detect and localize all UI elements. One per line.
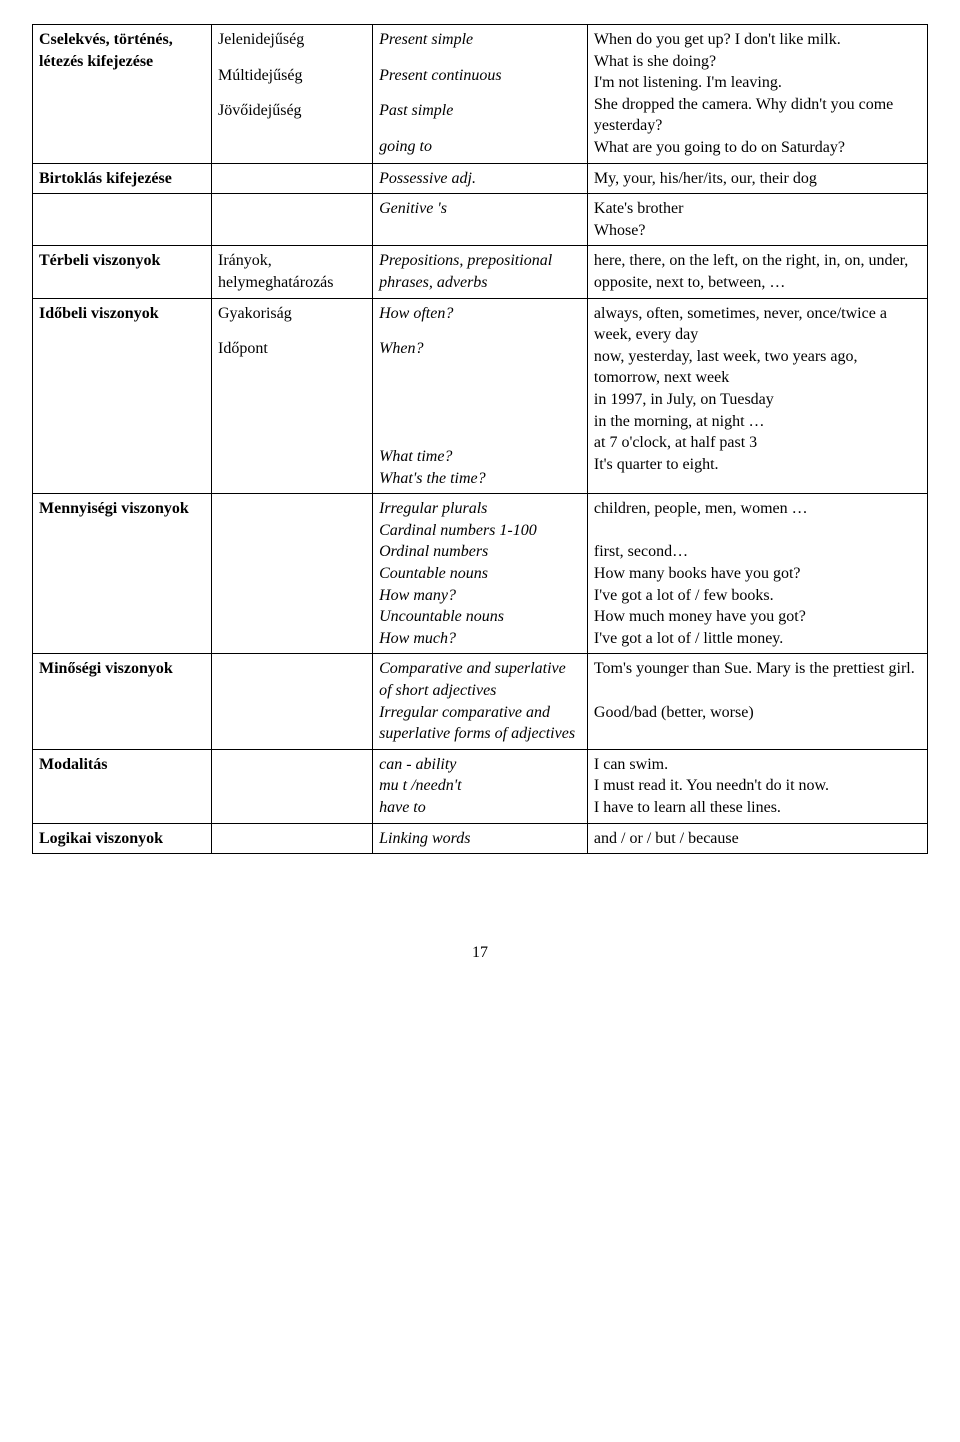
- table-cell: [212, 163, 373, 194]
- cell-text: Gyakoriság: [218, 303, 366, 325]
- cell-text: children, people, men, women …first, sec…: [594, 498, 921, 649]
- table-row: Modalitás can - abilitymu t /needn'thave …: [33, 749, 928, 823]
- cell-text: Irregular pluralsCardinal numbers 1-100O…: [379, 498, 581, 649]
- table-row: Cselekvés, történés, létezés kifejezéseJ…: [33, 25, 928, 164]
- table-cell: here, there, on the left, on the right, …: [587, 246, 927, 298]
- cell-text: When do you get up? I don't like milk.Wh…: [594, 29, 921, 159]
- table-cell: Logikai viszonyok: [33, 823, 212, 854]
- table-cell: Cselekvés, történés, létezés kifejezése: [33, 25, 212, 164]
- cell-text: Időbeli viszonyok: [39, 303, 205, 325]
- cell-text: Modalitás: [39, 754, 205, 776]
- cell-text: Linking words: [379, 828, 581, 850]
- table-row: Genitive 's Kate's brotherWhose?: [33, 194, 928, 246]
- cell-text: Birtoklás kifejezése: [39, 168, 205, 190]
- grammar-table-body: Cselekvés, történés, létezés kifejezéseJ…: [33, 25, 928, 854]
- cell-text: Prepositions, prepositional phrases, adv…: [379, 250, 581, 293]
- cell-text: Múltidejűség: [218, 65, 366, 87]
- table-cell: How often? When?What time?What's the time…: [373, 298, 588, 494]
- table-cell: children, people, men, women …first, sec…: [587, 494, 927, 654]
- table-cell: Modalitás: [33, 749, 212, 823]
- table-cell: can - abilitymu t /needn'thave to: [373, 749, 588, 823]
- cell-text: Időpont: [218, 338, 366, 360]
- grammar-table: Cselekvés, történés, létezés kifejezéseJ…: [32, 24, 928, 854]
- table-row: Logikai viszonyok Linking words and / or /…: [33, 823, 928, 854]
- cell-text: Kate's brotherWhose?: [594, 198, 921, 241]
- table-cell: [212, 194, 373, 246]
- table-cell: Linking words: [373, 823, 588, 854]
- table-cell: When do you get up? I don't like milk.Wh…: [587, 25, 927, 164]
- table-cell: My, your, his/her/its, our, their dog: [587, 163, 927, 194]
- table-row: Mennyiségi viszonyok Irregular pluralsCar…: [33, 494, 928, 654]
- table-cell: Possessive adj.: [373, 163, 588, 194]
- cell-text: When?What time?What's the time?: [379, 338, 581, 489]
- table-cell: Present simple Present continuous Past sim…: [373, 25, 588, 164]
- cell-text: here, there, on the left, on the right, …: [594, 250, 921, 293]
- cell-text: Cselekvés, történés, létezés kifejezése: [39, 29, 205, 72]
- cell-text: Logikai viszonyok: [39, 828, 205, 850]
- cell-text: Present simple: [379, 29, 581, 51]
- table-row: Birtoklás kifejezése Possessive adj. My, y…: [33, 163, 928, 194]
- cell-text: Mennyiségi viszonyok: [39, 498, 205, 520]
- cell-text: Genitive 's: [379, 198, 581, 220]
- table-cell: Minőségi viszonyok: [33, 654, 212, 749]
- table-cell: [33, 194, 212, 246]
- cell-text: Possessive adj.: [379, 168, 581, 190]
- table-cell: Prepositions, prepositional phrases, adv…: [373, 246, 588, 298]
- cell-text: How often?: [379, 303, 581, 325]
- table-cell: Tom's younger than Sue. Mary is the pret…: [587, 654, 927, 749]
- cell-text: Jövőidejűség: [218, 100, 366, 122]
- cell-text: Minőségi viszonyok: [39, 658, 205, 680]
- cell-text: Comparative and superlative of short adj…: [379, 658, 581, 744]
- table-cell: and / or / but / because: [587, 823, 927, 854]
- table-cell: [212, 823, 373, 854]
- cell-text: and / or / but / because: [594, 828, 921, 850]
- cell-text: always, often, sometimes, never, once/tw…: [594, 303, 921, 476]
- cell-text: Past simple: [379, 100, 581, 122]
- cell-text: can - abilitymu t /needn'thave to: [379, 754, 581, 819]
- cell-text: Irányok, helymeghatározás: [218, 250, 366, 293]
- table-row: Időbeli viszonyok Gyakoriság Időpont How of…: [33, 298, 928, 494]
- table-cell: Időbeli viszonyok: [33, 298, 212, 494]
- table-cell: Gyakoriság Időpont: [212, 298, 373, 494]
- cell-text: Tom's younger than Sue. Mary is the pret…: [594, 658, 921, 723]
- table-cell: Irregular pluralsCardinal numbers 1-100O…: [373, 494, 588, 654]
- table-row: Térbeli viszonyok Irányok, helymeghatároz…: [33, 246, 928, 298]
- table-cell: Comparative and superlative of short adj…: [373, 654, 588, 749]
- cell-text: My, your, his/her/its, our, their dog: [594, 168, 921, 190]
- table-cell: always, often, sometimes, never, once/tw…: [587, 298, 927, 494]
- table-cell: Genitive 's: [373, 194, 588, 246]
- table-cell: Térbeli viszonyok: [33, 246, 212, 298]
- table-cell: Birtoklás kifejezése: [33, 163, 212, 194]
- cell-text: Present continuous: [379, 65, 581, 87]
- table-cell: Mennyiségi viszonyok: [33, 494, 212, 654]
- cell-text: going to: [379, 136, 581, 158]
- table-cell: Jelenidejűség Múltidejűség Jövőidejűség: [212, 25, 373, 164]
- page-number: 17: [32, 944, 928, 962]
- cell-text: Jelenidejűség: [218, 29, 366, 51]
- cell-text: I can swim.I must read it. You needn't d…: [594, 754, 921, 819]
- cell-text: Térbeli viszonyok: [39, 250, 205, 272]
- table-row: Minőségi viszonyok Comparative and superl…: [33, 654, 928, 749]
- table-cell: [212, 749, 373, 823]
- table-cell: [212, 654, 373, 749]
- table-cell: Irányok, helymeghatározás: [212, 246, 373, 298]
- table-cell: I can swim.I must read it. You needn't d…: [587, 749, 927, 823]
- table-cell: Kate's brotherWhose?: [587, 194, 927, 246]
- table-cell: [212, 494, 373, 654]
